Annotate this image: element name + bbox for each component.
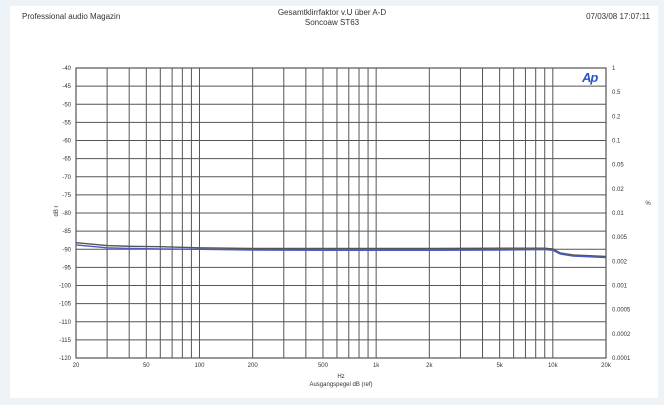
x-tick-label: 2k — [426, 363, 433, 369]
y-tick-label: -75 — [62, 193, 71, 199]
y2-tick-label: 0.2 — [612, 114, 621, 120]
x-tick-label: 100 — [194, 363, 205, 369]
y2-tick-label: 0.5 — [612, 90, 621, 96]
y2-tick-label: 0.0005 — [612, 308, 631, 314]
y2-tick-label: 0.001 — [612, 284, 628, 290]
y2-tick-label: 0.02 — [612, 187, 624, 193]
y-tick-label: -120 — [59, 356, 72, 362]
y2-axis-label: % — [645, 201, 651, 207]
y-tick-label: -110 — [59, 320, 71, 326]
y-tick-label: -100 — [59, 284, 72, 290]
y-tick-label: -55 — [62, 120, 71, 126]
chart-title: Gesamtklirrfaktor v.U über A-D — [277, 8, 387, 17]
x-tick-label: 5k — [496, 363, 503, 369]
y2-tick-label: 0.0002 — [612, 332, 631, 338]
y2-tick-label: 0.05 — [612, 163, 624, 169]
x-axis-sublabel: Ausgangspegel dB (ref) — [309, 382, 372, 388]
series-line-1 — [75, 242, 607, 258]
x-tick-label: 20 — [73, 363, 80, 369]
y-tick-label: -105 — [59, 302, 72, 308]
x-tick-label: 50 — [143, 363, 150, 369]
y2-tick-label: 0.005 — [612, 235, 628, 241]
y2-tick-label: 0.1 — [612, 139, 621, 145]
tick-label-layer: 20 50 100 200 500 1k 2k 5k 10k 20k -40 -45 -50 -55 -60… — [54, 66, 651, 388]
x-tick-label: 1k — [373, 363, 380, 369]
y2-tick-label: 0.002 — [612, 259, 628, 265]
header-left-text: Professional audio Magazin — [22, 12, 121, 21]
series-layer — [75, 242, 607, 259]
y-tick-label: -80 — [62, 211, 71, 217]
y-axis-label: dB r — [54, 205, 60, 216]
header-center-text: Gesamtklirrfaktor v.U über A-D Soncoaw S… — [0, 8, 664, 28]
y-tick-label: -115 — [59, 338, 71, 344]
x-tick-label: 200 — [248, 363, 259, 369]
y-tick-label: -40 — [62, 66, 71, 72]
x-tick-label: 20k — [601, 363, 612, 369]
x-tick-label: 10k — [548, 363, 559, 369]
y-tick-label: -85 — [62, 229, 71, 235]
header-timestamp: 07/03/08 17:07:11 — [586, 12, 650, 21]
y-tick-label: -60 — [62, 139, 71, 145]
y-tick-label: -95 — [62, 265, 71, 271]
grid-layer — [75, 67, 607, 359]
x-axis-label: Hz — [337, 374, 344, 380]
x-tick-label: 500 — [318, 363, 329, 369]
chart-subtitle: Soncoaw ST63 — [304, 18, 360, 27]
ap-logo: Ap — [582, 70, 598, 85]
y2-tick-label: 0.0001 — [612, 356, 631, 362]
y2-tick-label: 1 — [612, 66, 616, 72]
y-tick-label: -50 — [62, 102, 71, 108]
y-tick-label: -70 — [62, 175, 71, 181]
y-tick-label: -90 — [62, 247, 71, 253]
y-tick-label: -45 — [62, 84, 71, 90]
y2-tick-label: 0.01 — [612, 211, 624, 217]
series-line-2 — [75, 244, 607, 259]
y-tick-label: -65 — [62, 157, 71, 163]
